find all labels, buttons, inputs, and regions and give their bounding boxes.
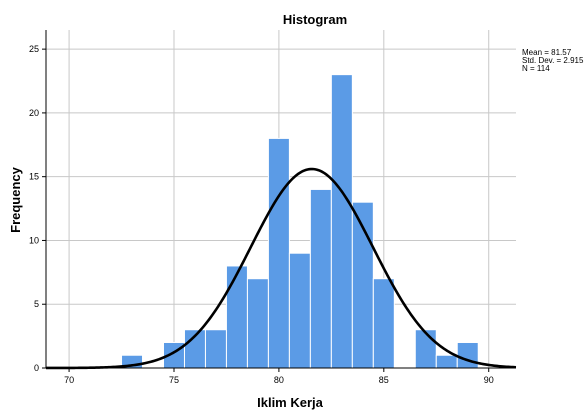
histogram-bars (121, 74, 479, 369)
normal-curve (46, 167, 517, 370)
x-tick-label-85: 85 (379, 375, 389, 385)
axes (42, 30, 516, 372)
histogram-bar-4 (225, 265, 248, 369)
histogram-bar-5 (246, 278, 269, 369)
histogram-bar-12 (414, 329, 437, 369)
x-tick-label-90: 90 (484, 375, 494, 385)
y-tick-label-0: 0 (34, 363, 39, 373)
y-tick-label-15: 15 (29, 172, 39, 182)
x-tick-label-80: 80 (274, 375, 284, 385)
x-tick-label-70: 70 (64, 375, 74, 385)
y-tick-label-25: 25 (29, 44, 39, 54)
normal-curve-line (46, 167, 517, 370)
x-axis-title: Iklim Kerja (257, 395, 324, 410)
histogram-bar-9 (330, 74, 353, 369)
histogram-bar-7 (288, 252, 311, 369)
histogram-bar-13 (435, 354, 458, 369)
chart-title: Histogram (283, 12, 347, 27)
histogram-bar-3 (204, 329, 227, 369)
y-tick-label-20: 20 (29, 108, 39, 118)
histogram-bar-6 (267, 137, 290, 369)
histogram-bar-8 (309, 188, 332, 369)
histogram-bar-14 (456, 341, 479, 369)
stats-mean: Mean = 81.57 (522, 48, 572, 57)
y-tick-label-10: 10 (29, 235, 39, 245)
y-tick-label-5: 5 (34, 299, 39, 309)
tick-labels: 0 5 10 15 20 25 70 75 80 85 90 (29, 44, 494, 385)
stats-box: Mean = 81.57 Std. Dev. = 2.915 N = 114 (522, 48, 584, 73)
histogram-bar-11 (372, 278, 395, 369)
stats-n: N = 114 (522, 64, 550, 73)
stats-std-dev: Std. Dev. = 2.915 (522, 56, 584, 65)
y-axis-title: Frequency (8, 166, 23, 233)
x-tick-label-75: 75 (169, 375, 179, 385)
